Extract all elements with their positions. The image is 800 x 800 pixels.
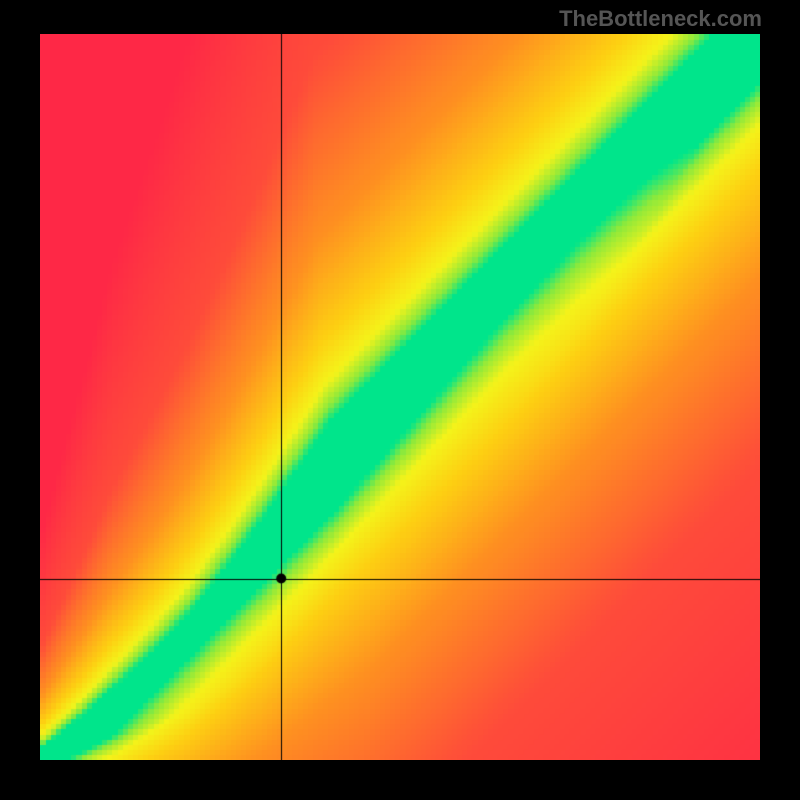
bottleneck-heatmap — [40, 34, 760, 760]
watermark-text: TheBottleneck.com — [559, 6, 762, 32]
chart-container: TheBottleneck.com — [0, 0, 800, 800]
